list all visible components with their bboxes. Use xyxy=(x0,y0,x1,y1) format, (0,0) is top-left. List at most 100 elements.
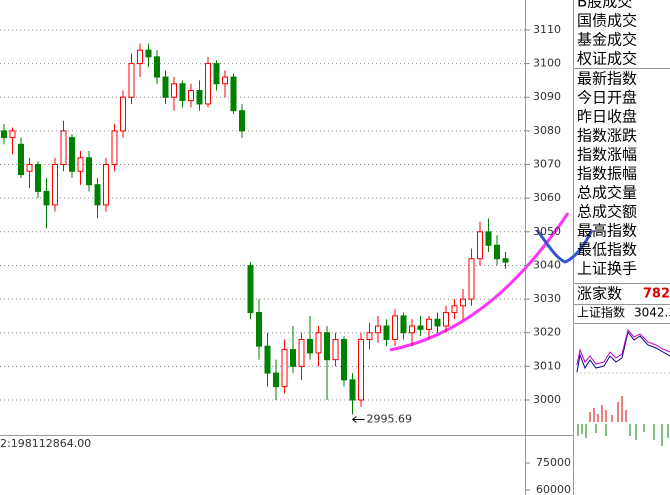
candle-body xyxy=(468,258,475,300)
candle-body xyxy=(188,89,194,102)
candle-body xyxy=(128,63,135,98)
candle-body xyxy=(222,76,228,85)
candle-body xyxy=(205,63,211,105)
y-tick-label: 3000 xyxy=(533,393,561,406)
candle-body xyxy=(281,349,288,388)
candle-body xyxy=(332,338,339,361)
index-label: 上证指数 xyxy=(577,305,625,320)
candle-body xyxy=(171,83,177,98)
candle-body xyxy=(1,130,7,139)
candle-body xyxy=(477,231,483,260)
candle-body xyxy=(35,164,41,192)
candle-body xyxy=(9,130,16,139)
panel-label: 昨日收盘 xyxy=(577,108,637,126)
panel-label: 指数涨跌 xyxy=(577,127,637,145)
panel-label: 上证换手 xyxy=(577,260,637,278)
candle-body xyxy=(137,49,143,65)
candle-body xyxy=(247,264,254,314)
candle-body xyxy=(60,130,67,166)
candle-body xyxy=(434,318,441,327)
candle-body xyxy=(290,349,296,367)
candle-body xyxy=(213,63,220,85)
y-tick-label: 3040 xyxy=(533,258,561,271)
candle-body xyxy=(273,372,279,388)
candle-body xyxy=(502,258,509,263)
candle-body xyxy=(307,338,313,354)
mini-chart xyxy=(576,328,670,446)
candle-body xyxy=(366,332,373,340)
candle-body xyxy=(494,244,500,260)
candle-body xyxy=(443,312,449,327)
panel-label: 国债成交 xyxy=(577,12,637,30)
candle-body xyxy=(409,325,415,334)
candle-body xyxy=(451,305,458,314)
candle-body xyxy=(77,157,84,172)
y-tick-label: 3060 xyxy=(533,191,561,204)
y-tick-label: 3020 xyxy=(533,326,561,339)
candle-body xyxy=(485,231,492,246)
volume-label: 2:198112864.00 xyxy=(0,437,91,450)
y-tick-label: 3110 xyxy=(533,23,561,36)
index-value: 3042.3 xyxy=(634,306,670,320)
y-tick-label: 3050 xyxy=(533,225,561,238)
candle-body xyxy=(341,338,347,381)
panel-label: 最新指数 xyxy=(577,70,637,88)
candle-body xyxy=(179,83,186,102)
y-tick-label: 3100 xyxy=(533,57,561,70)
candle-body xyxy=(383,325,390,340)
candle-body xyxy=(145,49,152,58)
candle-body xyxy=(298,338,305,367)
candle-body xyxy=(358,338,364,401)
candle-body xyxy=(52,164,58,206)
candle-body xyxy=(18,143,24,176)
candle-body xyxy=(162,76,169,98)
candle-body xyxy=(349,379,356,401)
y-tick-label: 3070 xyxy=(533,158,561,171)
candle-body xyxy=(86,157,92,186)
candle-body xyxy=(375,325,381,334)
candle-body xyxy=(120,96,126,132)
panel-label: 总成交额 xyxy=(577,203,637,221)
candle-body xyxy=(196,89,203,105)
candle-body xyxy=(417,325,424,330)
candle-body xyxy=(400,315,407,334)
candle-body xyxy=(69,137,75,172)
candle-body xyxy=(264,345,271,374)
y-tick-label: 3010 xyxy=(533,359,561,372)
annotation: 2995.69 xyxy=(367,413,413,426)
candle-body xyxy=(256,312,262,347)
candle-body xyxy=(94,184,101,206)
candle-body xyxy=(103,164,109,206)
candle-body xyxy=(230,76,237,112)
candle-body xyxy=(43,190,50,206)
panel-label: 指数涨幅 xyxy=(577,146,637,164)
annotation-arrow xyxy=(352,416,365,423)
y-tick-label: 3030 xyxy=(533,292,561,305)
panel-label: B股成交 xyxy=(577,0,632,11)
panel-label: 指数振幅 xyxy=(577,165,637,183)
panel-label: 今日开盘 xyxy=(577,89,637,107)
candle-body xyxy=(111,130,118,166)
adv-value: 782 xyxy=(643,287,670,302)
candle-body xyxy=(315,332,322,354)
candle-body xyxy=(26,164,33,172)
volume-tick-label: 75000 xyxy=(536,456,571,469)
candle-body xyxy=(460,298,466,307)
candle-body xyxy=(324,332,330,361)
candle-body xyxy=(426,318,432,330)
y-tick-label: 3080 xyxy=(533,124,561,137)
adv-label: 涨家数 xyxy=(577,285,622,303)
drawn-curve xyxy=(535,229,594,264)
candle-body xyxy=(239,110,245,132)
panel-label: 权证成交 xyxy=(577,50,637,68)
y-tick-label: 3090 xyxy=(533,90,561,103)
panel-label: 最高指数 xyxy=(577,222,637,240)
panel-label: 基金成交 xyxy=(577,31,637,49)
volume-tick-label: 60000 xyxy=(536,483,571,495)
candle-body xyxy=(154,56,160,78)
panel-label: 最低指数 xyxy=(577,241,637,259)
panel-label: 总成交量 xyxy=(577,184,637,202)
candle-body xyxy=(392,315,398,340)
